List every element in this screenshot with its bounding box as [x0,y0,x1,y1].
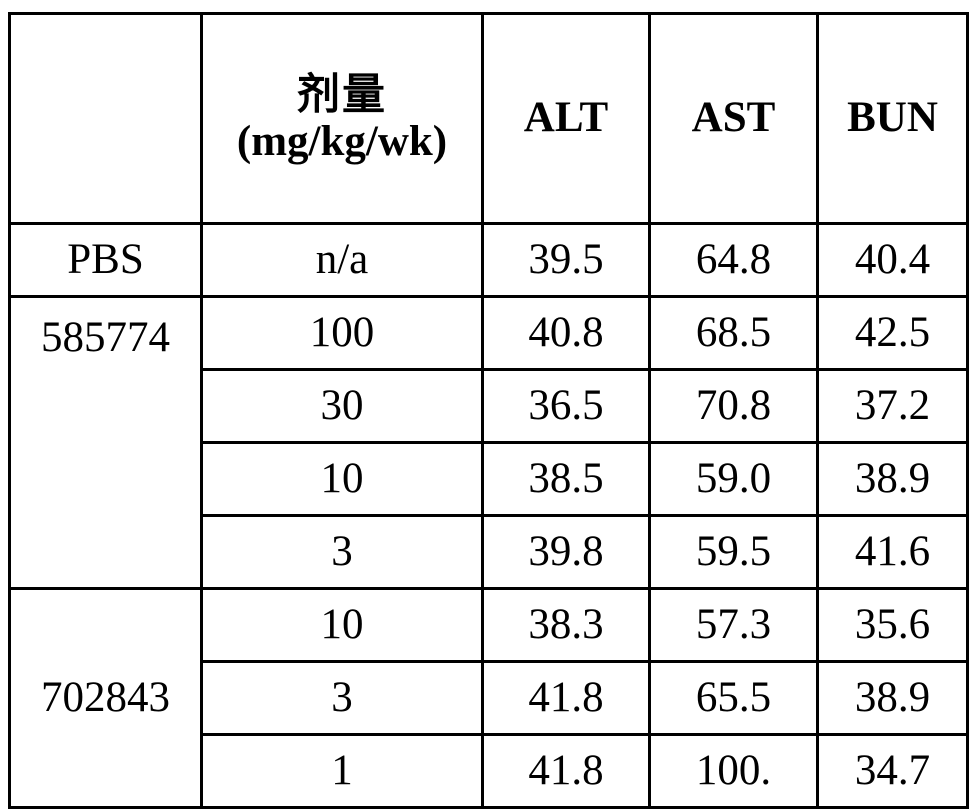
cell-dose: 10 [202,589,483,662]
header-cell-group [10,14,202,224]
cell-alt: 39.8 [483,516,650,589]
cell-dose: 3 [202,516,483,589]
cell-ast: 57.3 [650,589,818,662]
cell-ast: 59.0 [650,443,818,516]
table-row: 585774 100 40.8 68.5 42.5 [10,297,968,370]
cell-bun: 42.5 [818,297,968,370]
lab-values-table: 剂量 (mg/kg/wk) ALT AST BUN PBS n/a 39.5 6… [8,12,969,809]
header-dose-units: (mg/kg/wk) [207,119,477,165]
cell-dose: 1 [202,735,483,808]
cell-dose: n/a [202,224,483,297]
cell-alt: 39.5 [483,224,650,297]
cell-bun: 41.6 [818,516,968,589]
table-row: PBS n/a 39.5 64.8 40.4 [10,224,968,297]
header-dose-chinese: 剂量 [207,72,477,118]
table-row: 702843 10 38.3 57.3 35.6 [10,589,968,662]
cell-ast: 64.8 [650,224,818,297]
cell-alt: 41.8 [483,735,650,808]
cell-ast: 59.5 [650,516,818,589]
table-header-row: 剂量 (mg/kg/wk) ALT AST BUN [10,14,968,224]
cell-alt: 38.5 [483,443,650,516]
cell-bun: 37.2 [818,370,968,443]
cell-alt: 36.5 [483,370,650,443]
cell-dose: 10 [202,443,483,516]
cell-ast: 70.8 [650,370,818,443]
cell-ast: 100. [650,735,818,808]
cell-alt: 40.8 [483,297,650,370]
cell-alt: 41.8 [483,662,650,735]
header-cell-ast: AST [650,14,818,224]
group-label-702843: 702843 [10,589,202,808]
cell-alt: 38.3 [483,589,650,662]
cell-dose: 30 [202,370,483,443]
page-root: 剂量 (mg/kg/wk) ALT AST BUN PBS n/a 39.5 6… [0,0,979,788]
header-cell-dose: 剂量 (mg/kg/wk) [202,14,483,224]
cell-dose: 100 [202,297,483,370]
group-label-585774: 585774 [10,297,202,589]
cell-ast: 68.5 [650,297,818,370]
header-cell-alt: ALT [483,14,650,224]
cell-bun: 35.6 [818,589,968,662]
cell-bun: 38.9 [818,443,968,516]
cell-bun: 40.4 [818,224,968,297]
cell-dose: 3 [202,662,483,735]
cell-bun: 34.7 [818,735,968,808]
header-cell-bun: BUN [818,14,968,224]
group-label-pbs: PBS [10,224,202,297]
cell-bun: 38.9 [818,662,968,735]
cell-ast: 65.5 [650,662,818,735]
